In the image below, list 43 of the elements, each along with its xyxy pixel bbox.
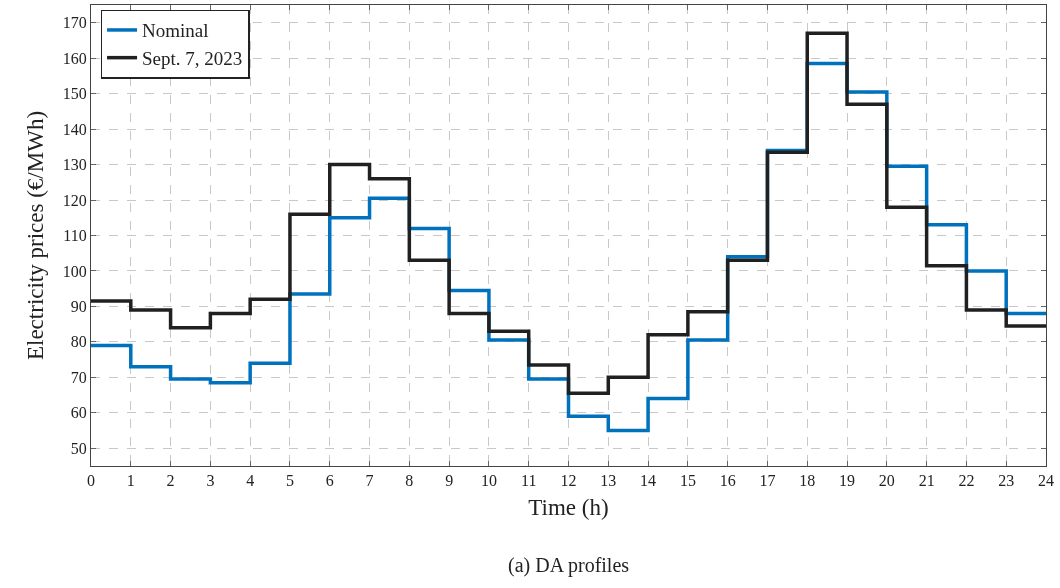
x-tick-label: 21 — [918, 472, 935, 490]
x-tick-label: 18 — [799, 472, 816, 490]
x-tick-label: 24 — [1038, 472, 1054, 490]
x-tick-label: 17 — [759, 472, 776, 490]
y-tick-label: 100 — [62, 262, 87, 280]
x-tick-label: 8 — [405, 472, 414, 490]
x-tick-label: 2 — [166, 472, 175, 490]
y-tick-label: 130 — [62, 156, 87, 174]
x-tick-label: 1 — [126, 472, 135, 490]
y-tick-label: 120 — [62, 191, 87, 209]
x-tick-label: 14 — [640, 472, 657, 490]
x-tick-label: 15 — [679, 472, 696, 490]
x-tick-label: 4 — [246, 472, 255, 490]
x-tick-label: 10 — [480, 472, 497, 490]
x-tick-label: 9 — [445, 472, 454, 490]
x-tick-label: 13 — [600, 472, 617, 490]
x-tick-label: 19 — [839, 472, 856, 490]
y-tick-label: 110 — [63, 227, 87, 245]
y-tick-label: 80 — [70, 333, 87, 351]
y-axis-title: Electricity prices (€/MWh) — [23, 110, 49, 361]
y-tick-label: 70 — [70, 368, 87, 386]
text: (a) DA profiles — [508, 554, 630, 577]
x-axis-title: Time (h) — [528, 494, 609, 520]
x-tick-label: 22 — [958, 472, 975, 490]
y-tick-label: 140 — [62, 120, 87, 138]
legend-label: Sept. 7, 2023 — [142, 48, 243, 70]
x-tick-label: 23 — [998, 472, 1015, 490]
x-tick-label: 0 — [87, 472, 95, 490]
y-tick-label: 50 — [70, 439, 87, 457]
x-tick-label: 20 — [878, 472, 895, 490]
y-tick-label: 160 — [62, 49, 87, 67]
x-tick-label: 11 — [521, 472, 537, 490]
x-tick-label: 7 — [365, 472, 374, 490]
y-tick-label: 170 — [62, 14, 87, 32]
x-tick-label: 6 — [325, 472, 334, 490]
y-tick-label: 90 — [70, 298, 87, 316]
y-tick-label: 150 — [62, 85, 87, 103]
x-tick-label: 16 — [719, 472, 736, 490]
legend-label: Nominal — [142, 20, 209, 42]
y-tick-label: 60 — [70, 404, 87, 422]
x-tick-label: 12 — [560, 472, 577, 490]
x-tick-label: 3 — [206, 472, 215, 490]
x-tick-label: 5 — [285, 472, 294, 490]
